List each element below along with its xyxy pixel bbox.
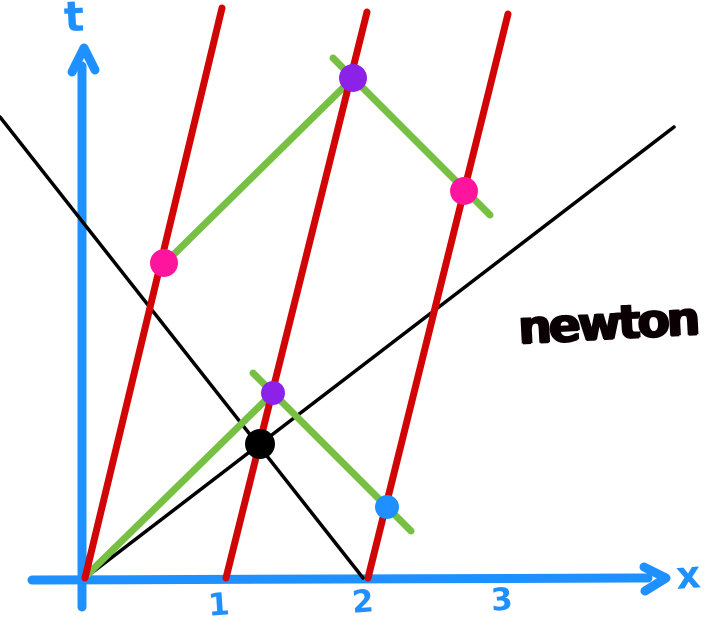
y-axis-arrowhead bbox=[67, 43, 100, 77]
event-dot-blue bbox=[375, 495, 399, 519]
x-tick-label-1: 1 bbox=[206, 586, 231, 620]
x-tick-label-2: 2 bbox=[350, 583, 375, 620]
red-worldline-2 bbox=[222, 8, 371, 582]
black-line-down-right bbox=[0, 115, 365, 580]
x-axis-arrowhead bbox=[639, 562, 671, 596]
event-dot-purple-top bbox=[339, 64, 367, 92]
x-tick-label-3: 3 bbox=[489, 581, 514, 619]
green-photon-upper-up bbox=[154, 74, 357, 274]
t-axis-label: t bbox=[62, 0, 86, 42]
event-dot-magenta-left bbox=[150, 249, 178, 277]
green-photon-lower-up bbox=[83, 385, 281, 579]
event-dot-purple-mid bbox=[261, 381, 285, 405]
black-line-up-right bbox=[83, 125, 676, 580]
red-worldline-1 bbox=[81, 4, 226, 582]
red-worldline-3 bbox=[364, 10, 512, 582]
x-axis-label: x bbox=[674, 552, 703, 598]
x-axis bbox=[27, 573, 653, 585]
newton-annotation: newton bbox=[516, 291, 699, 356]
event-dot-magenta-right bbox=[450, 177, 478, 205]
event-dot-black bbox=[245, 429, 275, 459]
